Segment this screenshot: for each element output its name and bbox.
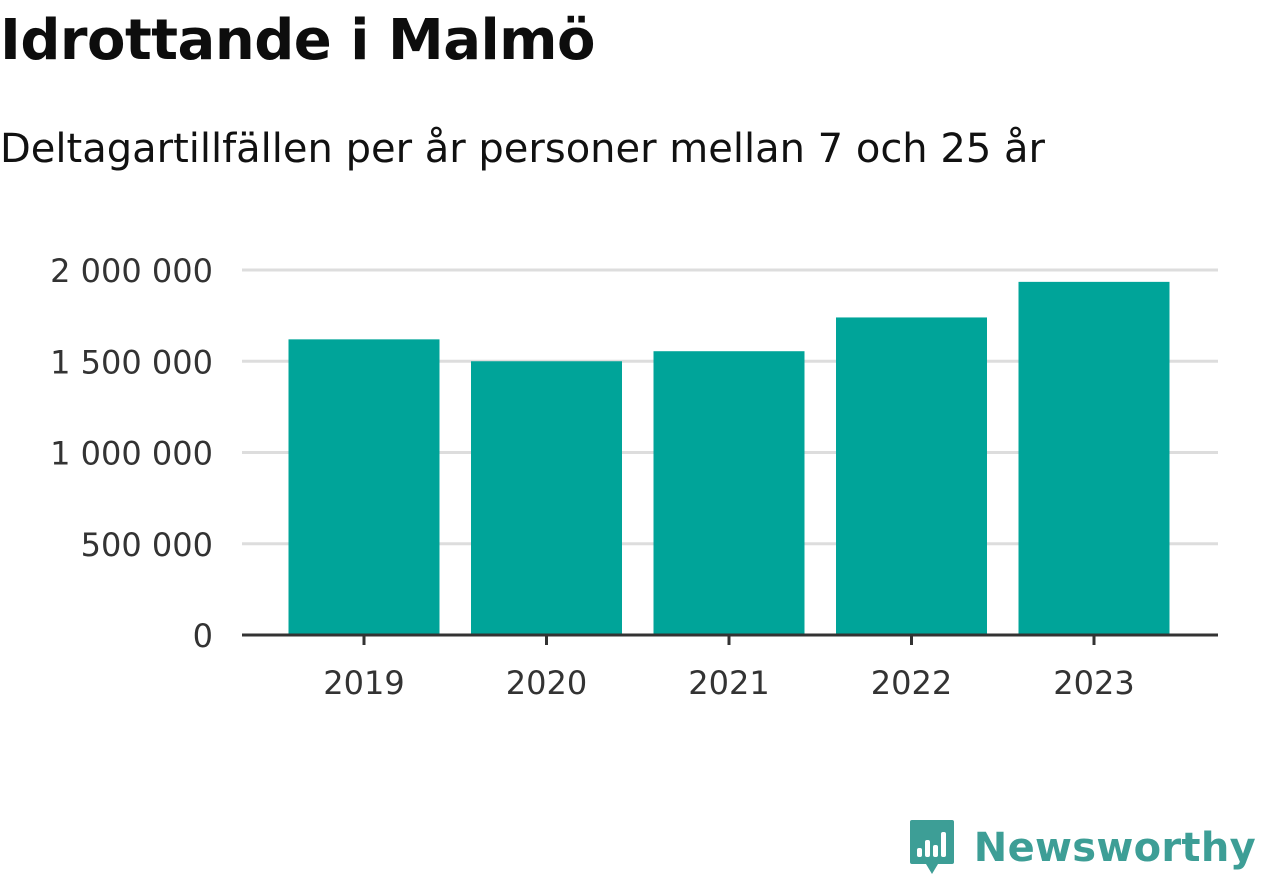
bar-2023	[1018, 281, 1170, 635]
newsworthy-logo: Newsworthy	[908, 817, 1256, 879]
y-tick-label: 0	[193, 617, 213, 655]
x-axis-labels: 2019 2020 2021 2022 2023	[323, 664, 1134, 702]
x-tick-label: 2021	[688, 664, 769, 702]
x-tick-label: 2020	[506, 664, 587, 702]
bar-2021	[653, 351, 805, 635]
chart-title: Idrottande i Malmö	[0, 8, 596, 73]
brand-name: Newsworthy	[973, 825, 1256, 871]
y-tick-label: 1 500 000	[50, 343, 213, 381]
x-tick-label: 2019	[323, 664, 404, 702]
y-tick-label: 1 000 000	[50, 435, 213, 473]
x-tick-label: 2023	[1053, 664, 1134, 702]
y-tick-label: 2 000 000	[50, 252, 213, 290]
bar-chart-speech-bubble-icon	[909, 820, 954, 874]
y-axis-labels: 0 500 000 1 000 000 1 500 000 2 000 000	[50, 252, 213, 655]
x-tick-label: 2022	[871, 664, 952, 702]
chart-subtitle: Deltagartillfällen per år personer mella…	[0, 126, 1045, 172]
bar-2022	[836, 317, 987, 635]
bar-chart: 0 500 000 1 000 000 1 500 000 2 000 000 2019…	[50, 252, 1218, 702]
bar-2020	[471, 361, 622, 635]
bar-2019	[288, 339, 440, 635]
x-axis	[242, 633, 1218, 645]
y-tick-label: 500 000	[81, 526, 213, 564]
bars	[288, 281, 1170, 635]
